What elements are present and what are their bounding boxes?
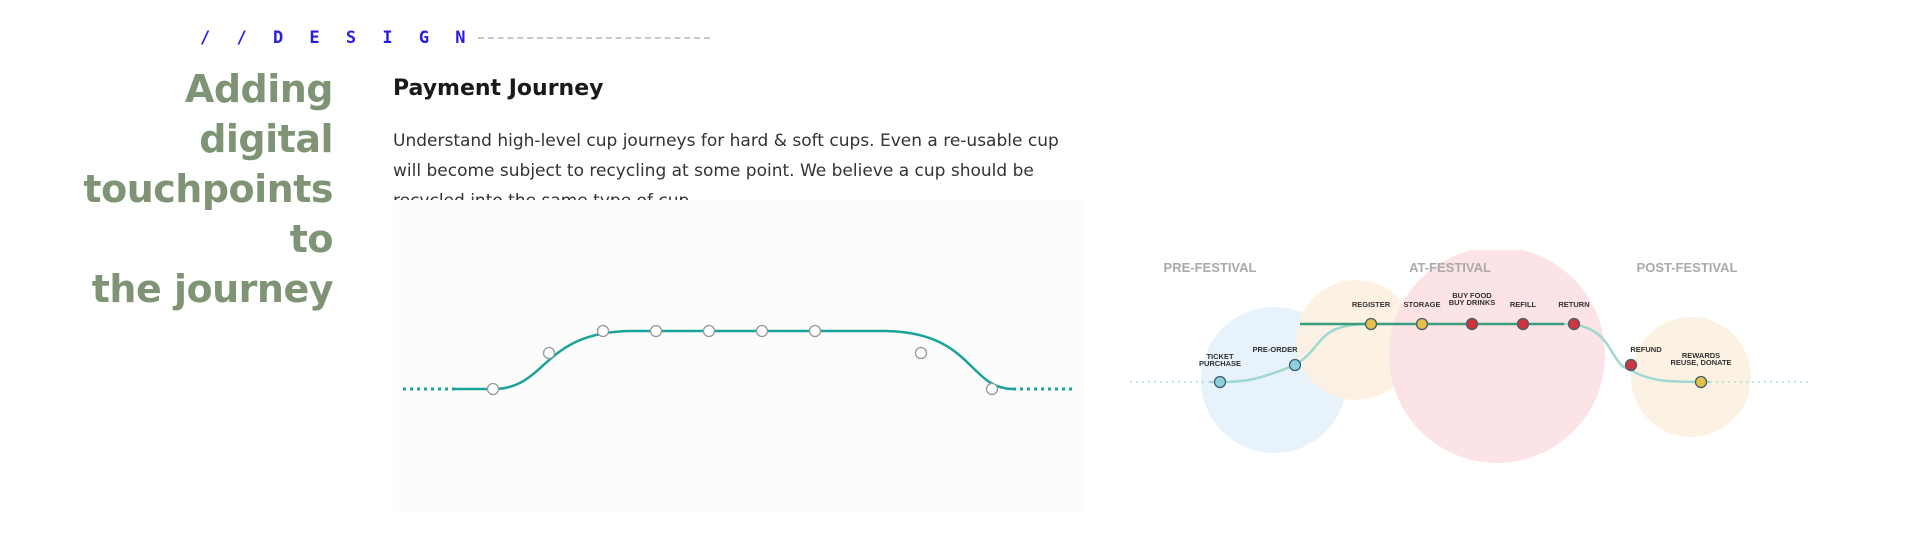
festival-phases: PRE-FESTIVAL AT-FESTIVAL POST-FESTIVAL [1164, 260, 1738, 275]
touchpoint-label: BUY FOOD [1452, 291, 1492, 300]
journey-node [914, 346, 928, 360]
touchpoint-label: PRE-ORDER [1252, 345, 1298, 354]
journey-node [702, 324, 716, 338]
touchpoint-node [1213, 375, 1227, 389]
journey-line-svg [403, 324, 1073, 396]
touchpoint-label: REFILL [1510, 300, 1537, 309]
section-tag-divider [477, 37, 710, 39]
festival-journey-diagram: PRE-FESTIVAL AT-FESTIVAL POST-FESTIVAL TIC… [1130, 250, 1810, 500]
touchpoint-label: REGISTER [1352, 300, 1391, 309]
storage-zone [1296, 280, 1416, 400]
journey-node [649, 324, 663, 338]
journey-node [486, 382, 500, 396]
touchpoint-label: REWARDS [1682, 351, 1720, 360]
touchpoint-label: REFUND [1630, 345, 1662, 354]
touchpoint-label: PURCHASE [1199, 359, 1241, 368]
journey-node [985, 382, 999, 396]
page-headline: Adding digital touchpoints to the journe… [83, 67, 333, 311]
journey-node [808, 324, 822, 338]
touchpoint-label: RETURN [1558, 300, 1589, 309]
journey-nodes [486, 324, 999, 396]
touchpoint-label: TICKET [1206, 352, 1234, 361]
touchpoint-node [1624, 358, 1638, 372]
journey-line [455, 329, 1014, 391]
section-title: Payment Journey [393, 76, 604, 101]
touchpoint-node [1567, 317, 1581, 331]
touchpoint-node [1288, 358, 1302, 372]
at-festival-zone [1389, 250, 1605, 463]
touchpoint-node [1364, 317, 1378, 331]
festival-journey-svg: PRE-FESTIVAL AT-FESTIVAL POST-FESTIVAL TIC… [1130, 250, 1810, 463]
journey-node [542, 346, 556, 360]
section-tag-label: / / D E S I G N [200, 28, 474, 48]
touchpoint-node [1694, 375, 1708, 389]
touchpoint-node [1415, 317, 1429, 331]
post-festival-zone [1631, 317, 1751, 437]
touchpoint-label: STORAGE [1404, 300, 1441, 309]
payment-journey-diagram [393, 200, 1083, 513]
touchpoint-label: BUY DRINKS [1449, 298, 1496, 307]
phase-label: PRE-FESTIVAL [1164, 260, 1257, 275]
section-tag: / / D E S I G N [200, 28, 710, 48]
journey-node [596, 324, 610, 338]
phase-label: POST-FESTIVAL [1637, 260, 1738, 275]
touchpoint-node [1516, 317, 1530, 331]
journey-node [755, 324, 769, 338]
phase-label: AT-FESTIVAL [1409, 260, 1491, 275]
touchpoint-node [1465, 317, 1479, 331]
touchpoint-label: REUSE, DONATE [1670, 358, 1731, 367]
